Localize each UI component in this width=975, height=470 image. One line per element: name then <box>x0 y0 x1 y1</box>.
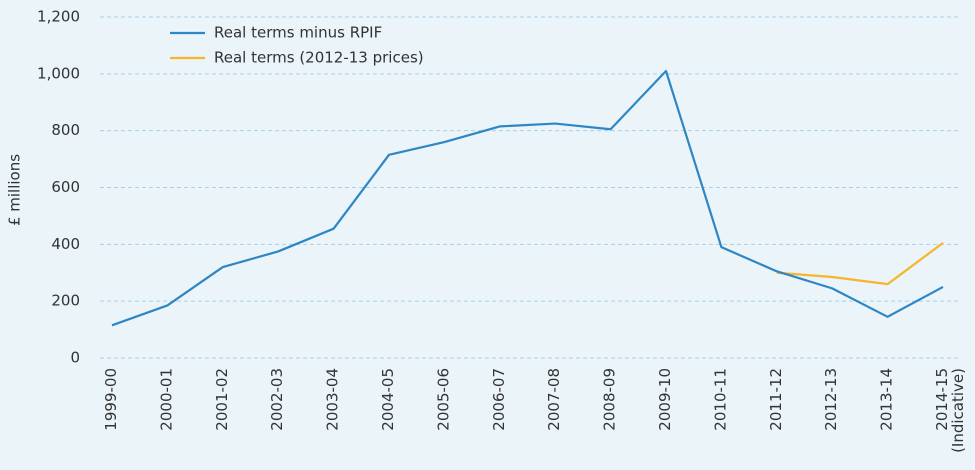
x-tick-label: 2008-09 <box>601 368 619 431</box>
x-tick-label-box: 2008-09 <box>601 368 619 431</box>
x-tick-label: 2014-15 (Indicative) <box>934 368 967 453</box>
x-tick: 2011-12 <box>767 368 785 431</box>
x-tick: 2004-05 <box>380 368 397 431</box>
x-tick-label: 2012-13 <box>823 368 841 431</box>
line <box>776 242 944 286</box>
x-tick-label-box: 2000-01 <box>158 368 176 431</box>
x-tick: 2005-06 <box>435 368 453 431</box>
x-tick: 2014-15 (Indicative) <box>934 368 967 453</box>
y-axis-label: £ millions <box>6 154 24 226</box>
x-tick: 2013-14 <box>878 368 896 431</box>
x-tick: 2008-09 <box>601 368 619 431</box>
y-tick-label: 0 <box>70 349 80 367</box>
x-tick-label: 2013-14 <box>878 368 896 431</box>
x-tick-label: 2011-12 <box>767 368 785 431</box>
x-tick-label: 2002-03 <box>269 368 287 431</box>
x-tick-label-box: 2014-15 (Indicative) <box>934 368 967 453</box>
x-tick-label-box: 2013-14 <box>878 368 896 431</box>
x-tick-label-box: 2001-02 <box>213 368 231 431</box>
x-tick-label: 2004-05 <box>380 368 397 431</box>
y-tick-label: 200 <box>51 292 80 310</box>
y-tick-label: 400 <box>51 235 80 253</box>
x-tick-label-box: 2012-13 <box>823 368 841 431</box>
x-tick-label: 2009-10 <box>657 368 674 431</box>
x-tick-label-box: 2005-06 <box>435 368 453 431</box>
legend-label: Real terms minus RPIF <box>214 24 382 42</box>
x-tick-label-box: 2006-07 <box>490 368 508 431</box>
x-tick: 2001-02 <box>213 368 231 431</box>
x-tick-label-box: 2011-12 <box>767 368 785 431</box>
x-tick: 2000-01 <box>158 368 176 431</box>
y-tick-label: 600 <box>51 178 80 196</box>
x-tick-label: 2006-07 <box>490 368 508 431</box>
x-tick: 2002-03 <box>269 368 287 431</box>
line <box>111 69 944 327</box>
x-tick-label-box: 2004-05 <box>380 368 397 431</box>
x-tick-label-box: 2010-11 <box>712 368 730 431</box>
y-tick-label: 1,200 <box>37 8 80 26</box>
legend-label: Real terms (2012-13 prices) <box>214 49 424 67</box>
x-tick-label: 2007-08 <box>546 368 564 431</box>
x-tick: 2012-13 <box>823 368 841 431</box>
x-tick: 2009-10 <box>657 368 674 431</box>
x-tick-label: 2010-11 <box>712 368 730 431</box>
x-tick-label: 2003-04 <box>324 368 342 431</box>
x-tick: 2010-11 <box>712 368 730 431</box>
x-tick: 2006-07 <box>490 368 508 431</box>
y-tick-label: 1,000 <box>37 64 80 82</box>
x-tick-label: 2005-06 <box>435 368 453 431</box>
x-tick-label-box: 2003-04 <box>324 368 342 431</box>
x-tick-label-box: 2007-08 <box>546 368 564 431</box>
x-tick-label-box: 2002-03 <box>269 368 287 431</box>
y-tick-label: 800 <box>51 121 80 139</box>
x-tick-label: 2001-02 <box>213 368 231 431</box>
x-tick: 2003-04 <box>324 368 342 431</box>
x-tick: 1999-00 <box>103 368 120 431</box>
x-tick: 2007-08 <box>546 368 564 431</box>
x-tick-label-box: 1999-00 <box>103 368 120 431</box>
x-tick-label: 2000-01 <box>158 368 176 431</box>
x-tick-label-box: 2009-10 <box>657 368 674 431</box>
x-tick-label: 1999-00 <box>103 368 120 431</box>
